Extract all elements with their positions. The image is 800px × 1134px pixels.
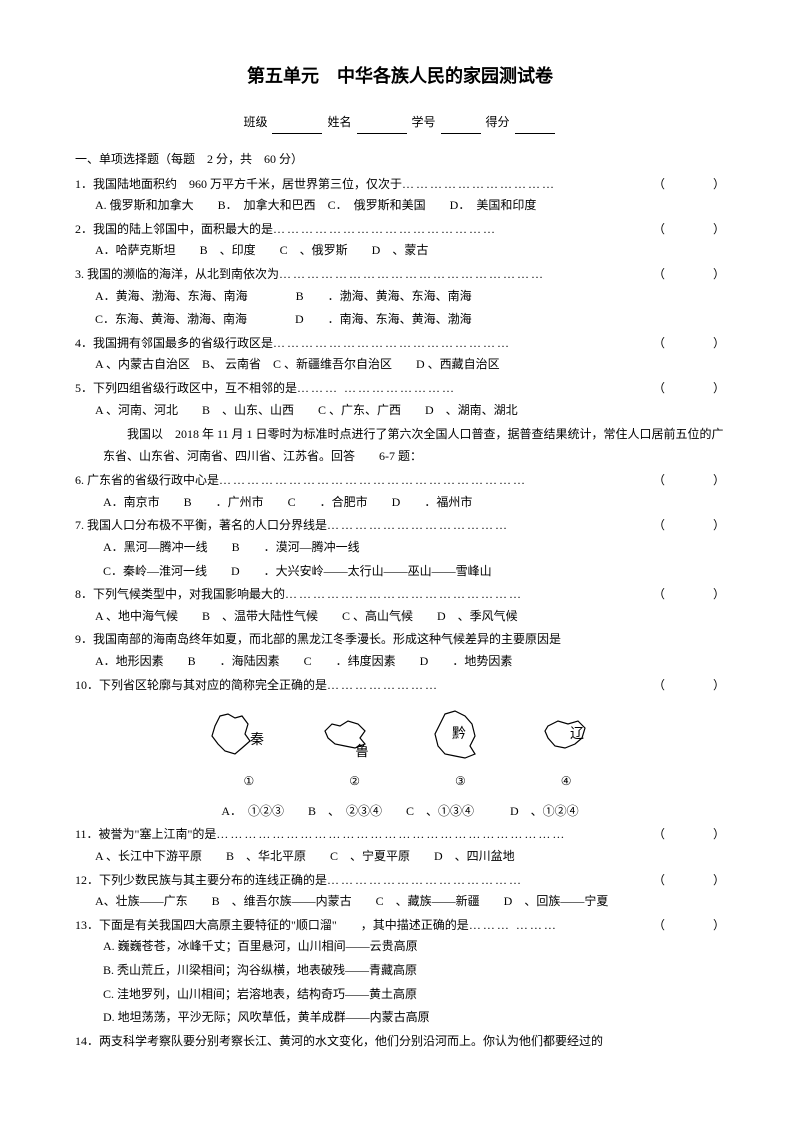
class-label: 班级 xyxy=(243,115,267,129)
svg-text:黔: 黔 xyxy=(452,726,466,742)
q13-text: 13．下面是有关我国四大高原主要特征的"顺口溜" ，其中描述正确的是 xyxy=(75,915,469,937)
dots: …………………………………… xyxy=(327,870,653,892)
dots: ………………………………… xyxy=(327,515,653,537)
id-blank[interactable] xyxy=(441,120,481,134)
answer-paren[interactable]: （ ） xyxy=(653,515,725,537)
question-1: 1．我国陆地面积约 960 万平方千米，居世界第三位，仅次于 ………………………… xyxy=(75,174,725,217)
map-qian: 黔 xyxy=(420,706,490,766)
question-8: 8．下列气候类型中，对我国影响最大的 …………………………………………… （ ）… xyxy=(75,584,725,627)
dots: …………………………………………… xyxy=(273,333,653,355)
q11-options: A 、长江中下游平原 B 、华北平原 C 、宁夏平原 D 、四川盆地 xyxy=(75,846,725,868)
q8-options: A 、地中海气候 B 、温带大陆性气候 C 、高山气候 D 、季风气候 xyxy=(75,606,725,628)
map-number-labels: ① ② ③ ④ xyxy=(75,771,725,793)
answer-paren[interactable]: （ ） xyxy=(653,824,725,846)
q3-optionsCD: C．东海、黄海、渤海、南海 D ．南海、东海、黄海、渤海 xyxy=(75,309,725,331)
svg-text:辽: 辽 xyxy=(570,726,584,742)
answer-paren[interactable]: （ ） xyxy=(653,470,725,492)
dots: …………………………… xyxy=(402,174,653,196)
q2-options: A．哈萨克斯坦 B 、印度 C 、俄罗斯 D 、蒙古 xyxy=(75,240,725,262)
map-label-3: ③ xyxy=(455,771,466,793)
question-9: 9．我国南部的海南岛终年如夏，而北部的黑龙江冬季漫长。形成这种气候差异的主要原因… xyxy=(75,629,725,672)
dots: ………………………………………………………………… xyxy=(216,824,653,846)
svg-text:秦: 秦 xyxy=(250,732,264,748)
dots: ………………………………………………………… xyxy=(219,470,653,492)
q3-optionsAB: A．黄海、渤海、东海、南海 B ．渤海、黄海、东海、南海 xyxy=(75,286,725,308)
q8-text: 8．下列气候类型中，对我国影响最大的 xyxy=(75,584,285,606)
question-13: 13．下面是有关我国四大高原主要特征的"顺口溜" ，其中描述正确的是 ……… …… xyxy=(75,915,725,1029)
question-12: 12．下列少数民族与其主要分布的连线正确的是 …………………………………… （ … xyxy=(75,870,725,913)
score-label: 得分 xyxy=(486,115,510,129)
name-label: 姓名 xyxy=(327,115,351,129)
q5-text: 5．下列四组省级行政区中，互不相邻的是 xyxy=(75,378,297,400)
map-label-2: ② xyxy=(349,771,360,793)
q2-text: 2．我国的陆上邻国中，面积最大的是 xyxy=(75,219,273,241)
q7-optionsCD: C．秦岭—淮河一线 D ．大兴安岭——太行山——巫山——雪峰山 xyxy=(75,561,725,583)
q4-options: A 、内蒙古自治区 B、 云南省 C 、新疆维吾尔自治区 D 、西藏自治区 xyxy=(75,354,725,376)
q6-text: 6. 广东省的省级行政中心是 xyxy=(75,470,219,492)
q6-options: A．南京市 B ．广州市 C ．合肥市 D ．福州市 xyxy=(75,492,725,514)
question-6: 6. 广东省的省级行政中心是 ………………………………………………………… （ … xyxy=(75,470,725,513)
map-label-1: ① xyxy=(243,771,254,793)
context-6-7: 我国以 2018 年 11 月 1 日零时为标准时点进行了第六次全国人口普查，据… xyxy=(75,424,725,467)
q1-options: A. 俄罗斯和加拿大 B． 加拿大和巴西 C． 俄罗斯和美国 D． 美国和印度 xyxy=(75,195,725,217)
map-lu: 鲁 xyxy=(310,706,380,766)
map-qin: 秦 xyxy=(200,706,270,766)
q10-text: 10．下列省区轮廓与其对应的简称完全正确的是 xyxy=(75,675,327,697)
question-5: 5．下列四组省级行政区中，互不相邻的是 ……… …………………… （ ） A 、… xyxy=(75,378,725,421)
q11-text: 11．被誉为"塞上江南"的是 xyxy=(75,824,216,846)
exam-title: 第五单元 中华各族人民的家园测试卷 xyxy=(75,60,725,92)
q1-text: 1．我国陆地面积约 960 万平方千米，居世界第三位，仅次于 xyxy=(75,174,402,196)
name-blank[interactable] xyxy=(357,120,407,134)
question-4: 4．我国拥有邻国最多的省级行政区是 …………………………………………… （ ） … xyxy=(75,333,725,376)
answer-paren[interactable]: （ ） xyxy=(653,378,725,400)
answer-paren[interactable]: （ ） xyxy=(653,584,725,606)
answer-paren[interactable]: （ ） xyxy=(653,870,725,892)
q5-options: A 、河南、河北 B 、山东、山西 C 、广东、广西 D 、湖南、湖北 xyxy=(75,400,725,422)
answer-paren[interactable]: （ ） xyxy=(653,174,725,196)
q9-text: 9．我国南部的海南岛终年如夏，而北部的黑龙江冬季漫长。形成这种气候差异的主要原因… xyxy=(75,629,725,651)
q13-optC: C. 洼地罗列，山川相间；岩溶地表，结构奇巧——黄土高原 xyxy=(75,984,725,1006)
answer-paren[interactable]: （ ） xyxy=(653,333,725,355)
q12-text: 12．下列少数民族与其主要分布的连线正确的是 xyxy=(75,870,327,892)
section-1-header: 一、单项选择题（每题 2 分，共 60 分） xyxy=(75,149,725,171)
id-label: 学号 xyxy=(412,115,436,129)
answer-paren[interactable]: （ ） xyxy=(653,675,725,697)
dots: ………………………………………… xyxy=(273,219,653,241)
dots: …………………… xyxy=(327,675,653,697)
q14-text: 14．两支科学考察队要分别考察长江、黄河的水文变化，他们分别沿河而上。你认为他们… xyxy=(75,1031,725,1053)
student-info-row: 班级 姓名 学号 得分 xyxy=(75,112,725,134)
province-maps-row: 秦 鲁 黔 辽 xyxy=(75,706,725,766)
question-11: 11．被誉为"塞上江南"的是 …………………………………………………………………… xyxy=(75,824,725,867)
map-label-4: ④ xyxy=(561,771,572,793)
q9-options: A．地形因素 B ．海陆因素 C ．纬度因素 D ．地势因素 xyxy=(75,651,725,673)
map-liao: 辽 xyxy=(530,706,600,766)
answer-paren[interactable]: （ ） xyxy=(653,264,725,286)
q7-text: 7. 我国人口分布极不平衡，著名的人口分界线是 xyxy=(75,515,327,537)
question-2: 2．我国的陆上邻国中，面积最大的是 ………………………………………… （ ） A… xyxy=(75,219,725,262)
svg-text:鲁: 鲁 xyxy=(355,744,369,760)
q12-options: A、壮族——广东 B 、维吾尔族——内蒙古 C 、藏族——新疆 D 、回族——宁… xyxy=(75,891,725,913)
q7-optionsAB: A．黑河—腾冲一线 B ．漠河—腾冲一线 xyxy=(75,537,725,559)
answer-paren[interactable]: （ ） xyxy=(653,219,725,241)
class-blank[interactable] xyxy=(272,120,322,134)
question-14: 14．两支科学考察队要分别考察长江、黄河的水文变化，他们分别沿河而上。你认为他们… xyxy=(75,1031,725,1053)
q3-text: 3. 我国的濒临的海洋，从北到南依次为 xyxy=(75,264,279,286)
score-blank[interactable] xyxy=(515,120,555,134)
q13-optD: D. 地坦荡荡，平沙无际；风吹草低，黄羊成群——内蒙古高原 xyxy=(75,1007,725,1029)
q13-optB: B. 秃山荒丘，川梁相间；沟谷纵横，地表破残——青藏高原 xyxy=(75,960,725,982)
dots: ……… …………………… xyxy=(297,378,653,400)
dots: …………………………………………… xyxy=(285,584,653,606)
question-10: 10．下列省区轮廓与其对应的简称完全正确的是 …………………… （ ） xyxy=(75,675,725,697)
q10-options: A． ①②③ B 、 ②③④ C 、①③④ D 、①②④ xyxy=(75,801,725,823)
dots: ……… ……… xyxy=(469,915,653,937)
q4-text: 4．我国拥有邻国最多的省级行政区是 xyxy=(75,333,273,355)
q13-optA: A. 巍巍苍苍，冰峰千丈；百里悬河，山川相间——云贵高原 xyxy=(75,936,725,958)
question-3: 3. 我国的濒临的海洋，从北到南依次为 ………………………………………………… … xyxy=(75,264,725,331)
question-7: 7. 我国人口分布极不平衡，著名的人口分界线是 ………………………………… （ … xyxy=(75,515,725,582)
answer-paren[interactable]: （ ） xyxy=(653,915,725,937)
dots: ………………………………………………… xyxy=(279,264,653,286)
